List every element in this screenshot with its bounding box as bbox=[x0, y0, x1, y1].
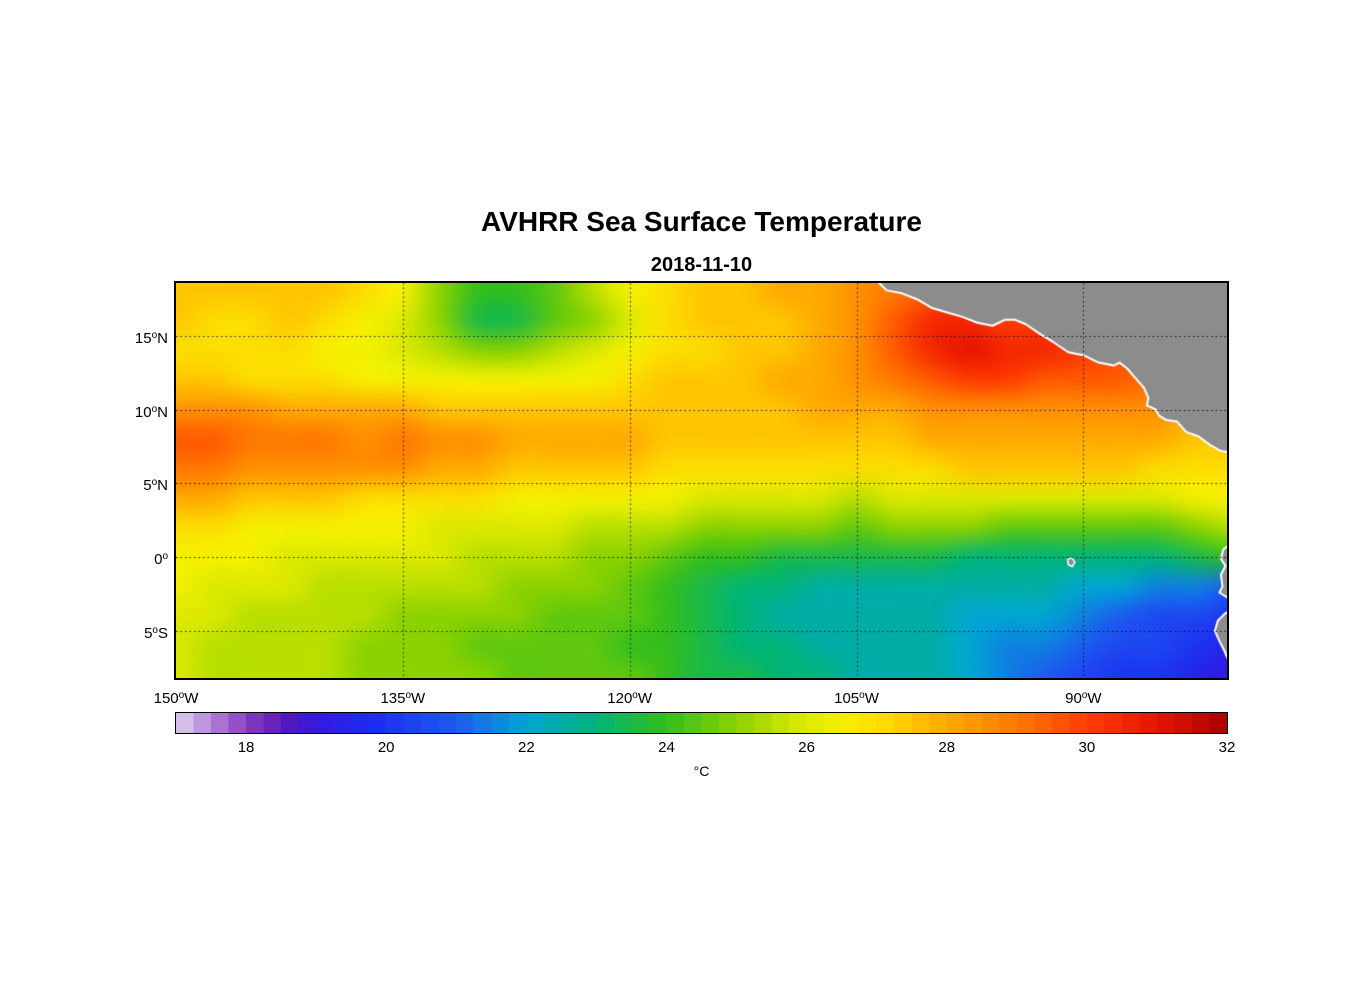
colorbar-tick-label: 26 bbox=[798, 739, 815, 756]
colorbar-tick-label: 20 bbox=[377, 739, 395, 756]
colorbar-tick-label: 32 bbox=[1218, 739, 1236, 756]
colorbar-tick-label: 24 bbox=[658, 739, 675, 756]
y-tick-label: 10oN bbox=[134, 403, 168, 421]
x-tick-label: 105oW bbox=[834, 690, 879, 707]
y-tick-label: 15oN bbox=[134, 330, 168, 348]
x-tick-label: 90oW bbox=[1065, 690, 1102, 707]
degree-symbol: o bbox=[151, 330, 158, 342]
degree-symbol: o bbox=[859, 690, 865, 701]
chart-title: AVHRR Sea Surface Temperature bbox=[481, 206, 922, 237]
degree-symbol: o bbox=[178, 690, 185, 701]
colorbar-tick-label: 28 bbox=[938, 739, 956, 756]
colorbar-tick-label: 30 bbox=[1078, 739, 1096, 756]
map-plot-area bbox=[174, 281, 1229, 680]
degree-symbol: o bbox=[152, 624, 158, 636]
x-tick-label: 135oW bbox=[380, 690, 426, 707]
y-tick-label: 5oN bbox=[143, 477, 168, 495]
degree-symbol: o bbox=[632, 690, 638, 701]
colorbar-unit-label: °C bbox=[693, 763, 710, 779]
degree-symbol: o bbox=[151, 477, 158, 489]
colorbar-tick-label: 22 bbox=[517, 739, 535, 756]
degree-symbol: o bbox=[405, 690, 412, 701]
degree-symbol: o bbox=[162, 551, 168, 563]
colorbar-tick-label: 18 bbox=[237, 739, 255, 756]
sst-heatmap-canvas bbox=[176, 283, 1227, 678]
y-tick-label: 0o bbox=[154, 551, 168, 569]
degree-symbol: o bbox=[151, 403, 158, 415]
x-tick-label: 150oW bbox=[153, 690, 199, 707]
degree-symbol: o bbox=[1081, 690, 1088, 701]
x-tick-label: 120oW bbox=[607, 690, 653, 707]
colorbar bbox=[175, 712, 1228, 734]
y-tick-label: 5oS bbox=[144, 624, 168, 642]
chart-subtitle: 2018-11-10 bbox=[650, 254, 753, 276]
